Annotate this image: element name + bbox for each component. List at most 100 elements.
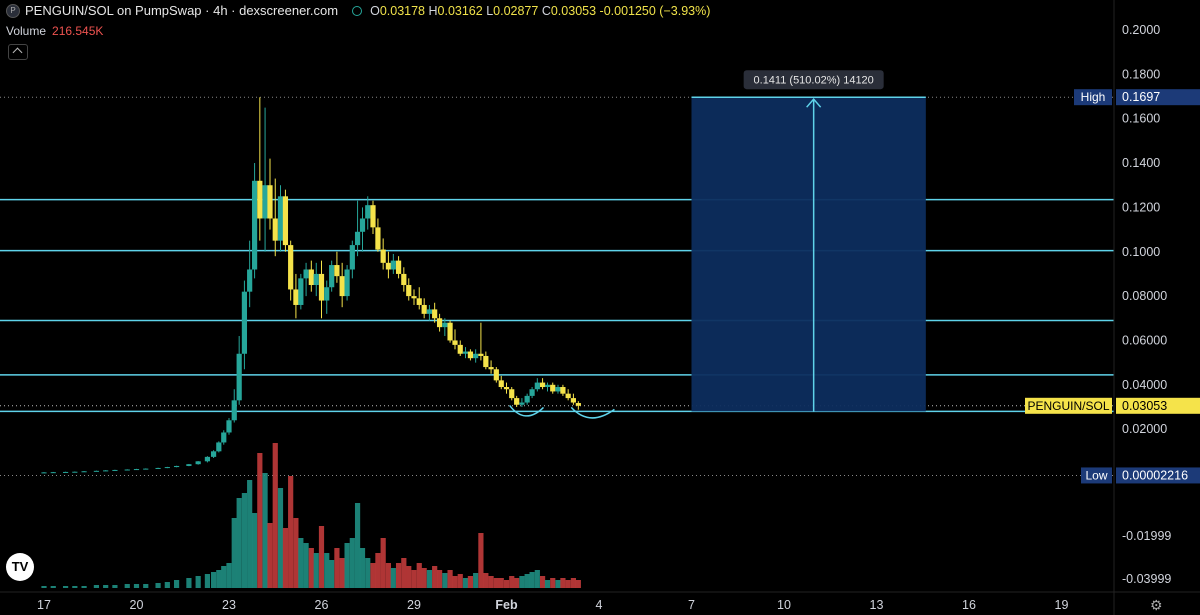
- chart-header: P PENGUIN/SOL on PumpSwap · 4h · dexscre…: [6, 3, 710, 18]
- volume-bar: [298, 538, 304, 588]
- volume-bar: [329, 560, 335, 588]
- candle-body: [257, 180, 263, 219]
- volume-bar: [421, 568, 427, 588]
- volume-bar: [560, 578, 566, 588]
- volume-bar: [570, 578, 577, 588]
- ohlc-readout: O0.03178 H0.03162 L0.02877 C0.03053 -0.0…: [370, 3, 711, 18]
- high-marker-label-bg: [1074, 89, 1112, 106]
- volume-bar: [519, 576, 525, 588]
- candle-body: [473, 353, 479, 359]
- price-axis-tick: 0.1400: [1122, 156, 1160, 170]
- candle-body: [457, 344, 463, 354]
- volume-bar: [539, 576, 546, 588]
- volume-bar: [524, 574, 530, 588]
- volume-bar: [467, 576, 474, 588]
- candle-body: [375, 227, 381, 250]
- volume-bar: [529, 572, 535, 588]
- time-axis-tick: 23: [222, 598, 236, 612]
- collapse-chevron-icon[interactable]: [8, 44, 28, 60]
- gear-icon[interactable]: ⚙: [1150, 597, 1163, 613]
- last-marker-value-bg: [1116, 397, 1200, 414]
- volume-bar: [241, 493, 248, 588]
- candle-body: [493, 369, 499, 381]
- candle-body: [50, 472, 56, 474]
- volume-bar: [257, 453, 263, 588]
- high-marker-value: 0.1697: [1122, 90, 1160, 104]
- low-marker-value: 0.00002216: [1122, 468, 1188, 482]
- candle-body: [462, 351, 469, 354]
- candle-body: [72, 471, 78, 473]
- volume-bar: [457, 574, 463, 588]
- candle-body: [529, 389, 535, 396]
- volume-bar: [483, 573, 489, 588]
- chart-title[interactable]: PENGUIN/SOL on PumpSwap · 4h · dexscreen…: [25, 3, 339, 18]
- volume-bar: [555, 580, 561, 588]
- volume-bar: [334, 548, 340, 588]
- open-value: 0.03178: [379, 3, 426, 18]
- measure-label: 0.1411 (510.02%) 14120: [754, 75, 874, 87]
- status-dot-icon: [352, 5, 363, 16]
- candle-body: [334, 265, 340, 277]
- tradingview-logo-icon[interactable]: TV: [6, 553, 34, 581]
- volume-bar: [509, 576, 515, 588]
- volume-bar: [436, 570, 443, 588]
- volume-bar: [359, 548, 366, 588]
- candle-body: [519, 402, 525, 405]
- volume-readout: Volume 216.545K: [6, 24, 103, 38]
- price-axis-tick: 0.1000: [1122, 245, 1160, 259]
- volume-bar: [354, 503, 361, 588]
- candle-body: [478, 353, 484, 356]
- candle-body: [524, 395, 530, 403]
- price-axis-tick: -0.01999: [1122, 529, 1171, 543]
- measure-label-box: [743, 70, 884, 90]
- volume-bar: [210, 572, 217, 588]
- time-axis-tick: 19: [1055, 598, 1069, 612]
- candle-body: [210, 451, 217, 457]
- volume-bar: [478, 533, 484, 588]
- candle-body: [112, 469, 118, 471]
- candle-body: [241, 291, 248, 354]
- drawn-arc: [570, 406, 615, 419]
- candle-body: [216, 442, 222, 452]
- volume-bar: [267, 523, 273, 588]
- candle-body: [436, 318, 443, 328]
- candle-body: [313, 273, 319, 286]
- candle-body: [514, 398, 520, 405]
- volume-bar: [395, 563, 402, 588]
- candle-body: [282, 196, 289, 246]
- candle-body: [324, 287, 330, 301]
- candle-body: [133, 469, 140, 471]
- volume-bar: [432, 566, 438, 588]
- candle-body: [155, 467, 161, 469]
- volume-bar: [385, 563, 392, 588]
- volume-bar: [503, 580, 510, 588]
- candle-body: [231, 400, 237, 421]
- candle-body: [262, 185, 268, 219]
- volume-bar: [186, 578, 192, 588]
- time-axis-tick: 26: [315, 598, 329, 612]
- volume-bar: [308, 548, 314, 588]
- candle-body: [555, 387, 561, 392]
- price-axis-tick: 0.02000: [1122, 422, 1167, 436]
- time-axis-tick: 10: [777, 598, 791, 612]
- candle-body: [221, 432, 227, 443]
- volume-bar: [514, 578, 520, 588]
- volume-bar: [173, 580, 180, 588]
- candle-body: [395, 260, 402, 274]
- volume-bar: [41, 586, 47, 588]
- time-axis-tick: 16: [962, 598, 976, 612]
- candle-body: [303, 269, 309, 279]
- volume-bar: [72, 586, 78, 588]
- volume-bar: [195, 576, 201, 588]
- volume-bar: [247, 480, 253, 588]
- last-marker-label: PENGUIN/SOL: [1027, 399, 1109, 413]
- candle-body: [308, 269, 314, 286]
- low-marker-value-bg: [1116, 467, 1200, 484]
- time-axis-tick: 29: [407, 598, 421, 612]
- volume-bar: [550, 578, 556, 588]
- price-axis-tick: 0.06000: [1122, 333, 1167, 347]
- candle-body: [447, 322, 453, 341]
- volume-bar: [93, 585, 100, 588]
- volume-bar: [365, 558, 371, 588]
